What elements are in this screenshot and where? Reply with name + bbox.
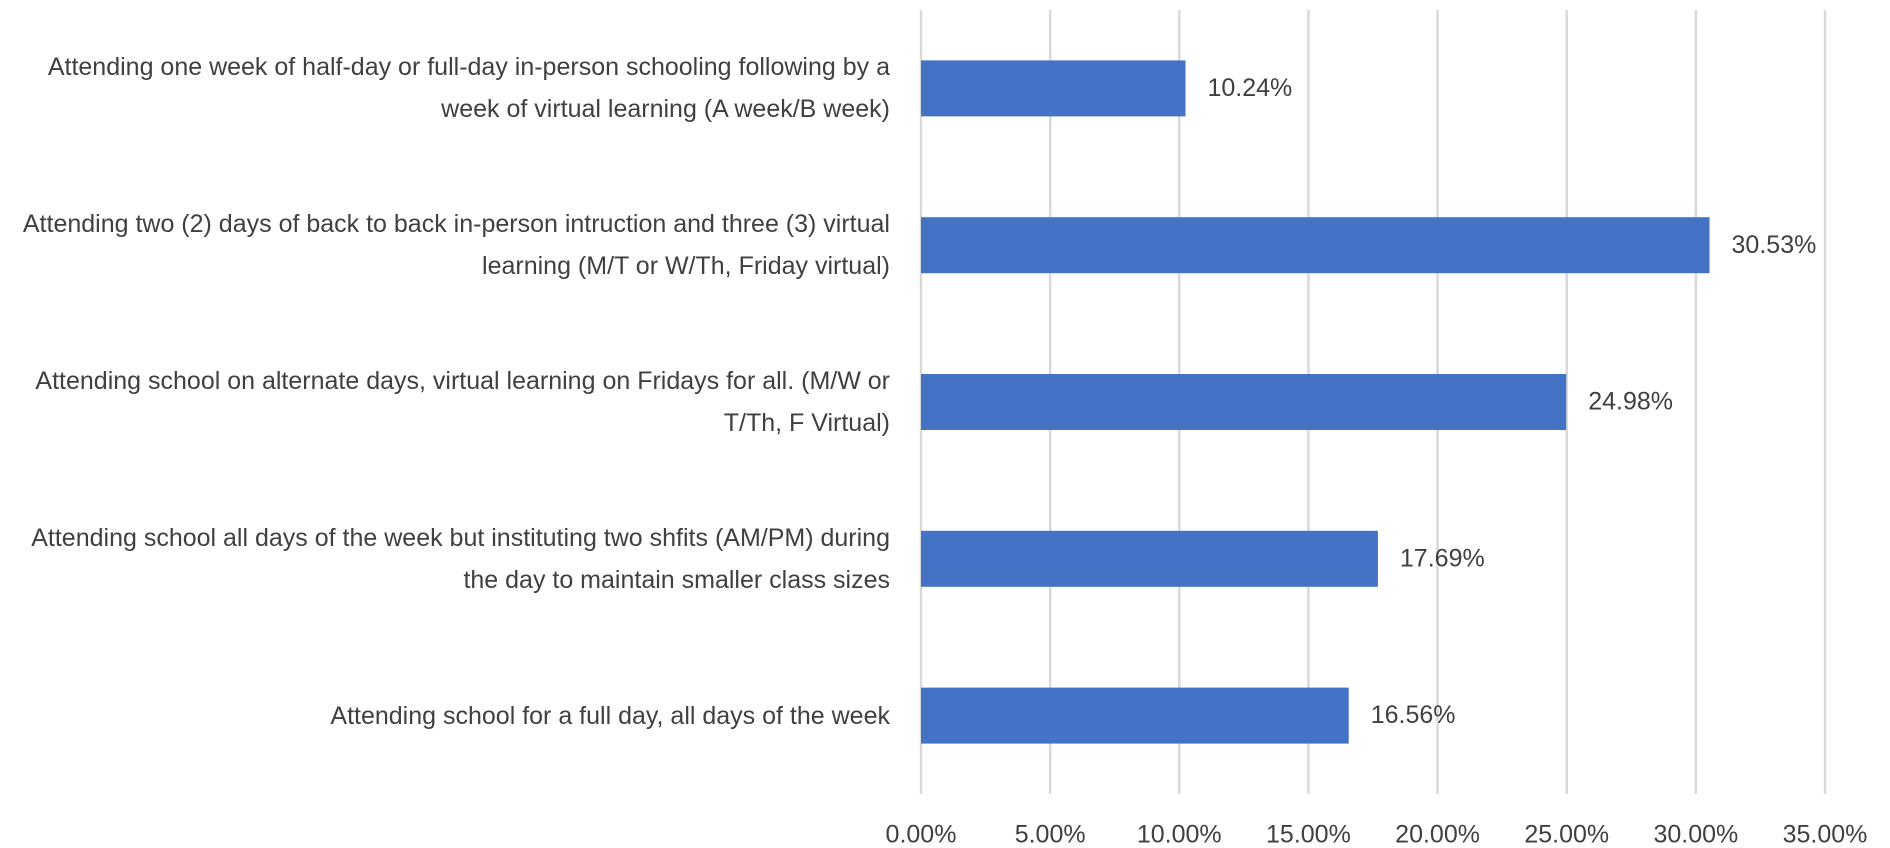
x-tick-label: 5.00% [1015,821,1086,848]
bar [921,374,1567,430]
category-label-box: Attending school for a full day, all day… [330,701,890,730]
x-tick-label: 0.00% [886,821,957,848]
x-tick-label: 10.00% [1137,821,1222,848]
x-tick-label: 30.00% [1653,821,1738,848]
bar [921,687,1349,744]
data-label: 16.56% [1371,701,1456,729]
category-label-box: Attending school on alternate days, virt… [35,366,890,437]
data-label: 17.69% [1400,544,1485,572]
category-label-box: Attending two (2) days of back to back i… [22,210,890,281]
category-label-box: Attending one week of half-day or full-d… [47,53,890,124]
data-label: 24.98% [1588,388,1673,416]
category-label-box: Attending school all days of the week bu… [31,523,890,594]
bar [921,217,1710,274]
data-label: 30.53% [1732,231,1817,259]
y-tick-label: Attending school on alternate days, virt… [35,366,890,437]
x-tick-label: 20.00% [1395,821,1480,848]
x-tick-label: 35.00% [1783,821,1868,848]
y-tick-label: Attending school all days of the week bu… [31,523,890,594]
bar [921,530,1378,587]
y-tick-label: Attending one week of half-day or full-d… [47,53,890,124]
x-tick-label: 25.00% [1524,821,1609,848]
bar [921,60,1186,117]
data-label: 10.24% [1207,74,1292,102]
y-tick-label: Attending two (2) days of back to back i… [22,210,890,281]
y-tick-label: Attending school for a full day, all day… [330,701,890,730]
x-tick-label: 15.00% [1266,821,1351,848]
